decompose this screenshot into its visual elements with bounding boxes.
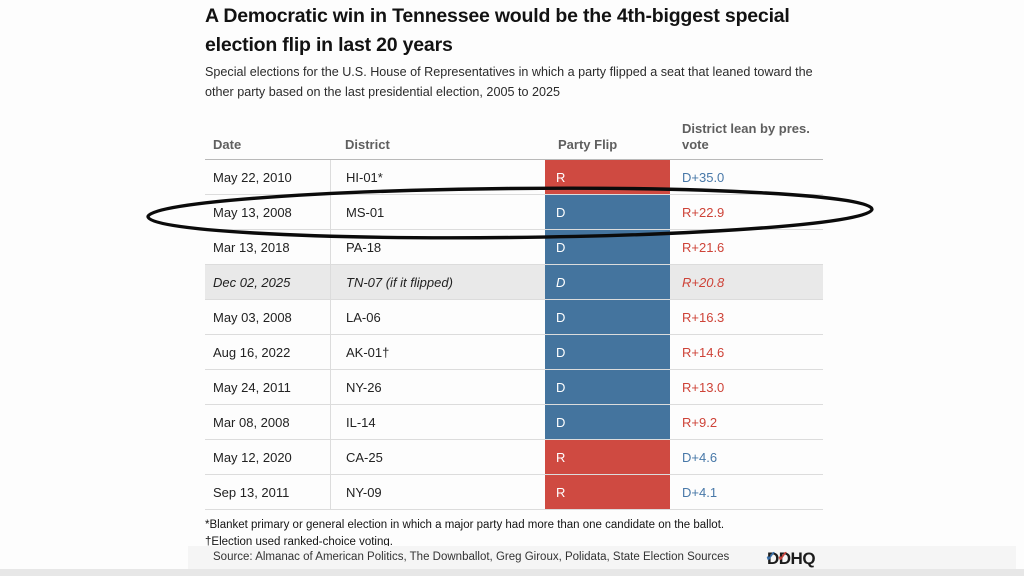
cell-district-lean: D+35.0 <box>682 169 725 185</box>
red-checkmark-icon: ✓ <box>777 548 789 564</box>
cell-date: May 22, 2010 <box>213 169 292 185</box>
cell-party-flip: D <box>545 300 670 334</box>
cell-party-flip: D <box>545 230 670 264</box>
cell-date: May 03, 2008 <box>213 309 292 325</box>
cell-party-flip: R <box>545 475 670 509</box>
column-header-date: Date <box>213 136 242 152</box>
cell-party-flip: D <box>545 405 670 439</box>
table-row: May 12, 2020 CA-25 R D+4.6 <box>205 440 823 475</box>
table-row-circled: May 13, 2008 MS-01 D R+22.9 <box>205 195 823 230</box>
cell-district: HI-01* <box>330 160 545 194</box>
bottom-strip <box>0 569 1024 576</box>
table-row: May 24, 2011 NY-26 D R+13.0 <box>205 370 823 405</box>
cell-district-lean: R+14.6 <box>682 344 725 360</box>
cell-district: MS-01 <box>330 195 545 229</box>
cell-district-lean: R+20.8 <box>682 274 725 290</box>
cell-district: NY-26 <box>330 370 545 404</box>
column-header-party-flip: Party Flip <box>558 136 618 152</box>
cell-party-flip: D <box>545 265 670 299</box>
cell-date: Sep 13, 2011 <box>213 484 290 500</box>
cell-district-lean: R+22.9 <box>682 204 725 220</box>
page-subtitle: Special elections for the U.S. House of … <box>205 65 813 99</box>
cell-district: IL-14 <box>330 405 545 439</box>
table-header: Date District Party Flip District lean b… <box>205 113 823 160</box>
table-row: Aug 16, 2022 AK-01† D R+14.6 <box>205 335 823 370</box>
cell-date: Mar 08, 2008 <box>213 414 290 430</box>
cell-party-flip: D <box>545 195 670 229</box>
cell-district-lean: R+16.3 <box>682 309 725 325</box>
cell-district-lean: D+4.6 <box>682 449 718 465</box>
footnote-ranked-choice: †Election used ranked-choice voting. <box>205 536 393 548</box>
cell-district: NY-09 <box>330 475 545 509</box>
table-row: Mar 08, 2008 IL-14 D R+9.2 <box>205 405 823 440</box>
blue-checkmark-icon: ✓ <box>765 548 777 564</box>
cell-district: AK-01† <box>330 335 545 369</box>
cell-date: May 12, 2020 <box>213 449 292 465</box>
cell-date: Dec 02, 2025 <box>213 274 291 290</box>
cell-date: May 13, 2008 <box>213 204 292 220</box>
table-row: May 22, 2010 HI-01* R D+35.0 <box>205 160 823 195</box>
cell-party-flip: D <box>545 370 670 404</box>
cell-party-flip: D <box>545 335 670 369</box>
page-title: A Democratic win in Tennessee would be t… <box>205 5 790 56</box>
column-header-district: District <box>345 136 390 152</box>
elections-table: Date District Party Flip District lean b… <box>205 113 823 510</box>
cell-district: PA-18 <box>330 230 545 264</box>
table-row: Dec 02, 2025 TN-07 (if it flipped) D R+2… <box>205 265 823 300</box>
cell-district-lean: R+9.2 <box>682 414 718 430</box>
ddhq-logo: DDHQ ✓ ✓ <box>765 548 831 569</box>
cell-district-lean: R+13.0 <box>682 379 725 395</box>
cell-date: May 24, 2011 <box>213 379 291 395</box>
table-row: Mar 13, 2018 PA-18 D R+21.6 <box>205 230 823 265</box>
cell-district: CA-25 <box>330 440 545 474</box>
cell-district: TN-07 (if it flipped) <box>330 265 545 299</box>
cell-date: Aug 16, 2022 <box>213 344 291 360</box>
cell-party-flip: R <box>545 440 670 474</box>
cell-party-flip: R <box>545 160 670 194</box>
source-bar: Source: Almanac of American Politics, Th… <box>188 546 1016 569</box>
column-header-district-lean: District lean by pres. vote <box>682 121 810 152</box>
cell-date: Mar 13, 2018 <box>213 239 290 255</box>
table-row: May 03, 2008 LA-06 D R+16.3 <box>205 300 823 335</box>
cell-district-lean: R+21.6 <box>682 239 725 255</box>
cell-district-lean: D+4.1 <box>682 484 718 500</box>
cell-district: LA-06 <box>330 300 545 334</box>
footnote-blanket-primary: *Blanket primary or general election in … <box>205 519 725 531</box>
table-body: May 22, 2010 HI-01* R D+35.0 May 13, 200… <box>205 160 823 510</box>
ddhq-logo-text: DDHQ <box>767 549 816 568</box>
source-text: Source: Almanac of American Politics, Th… <box>213 551 730 563</box>
table-row: Sep 13, 2011 NY-09 R D+4.1 <box>205 475 823 510</box>
